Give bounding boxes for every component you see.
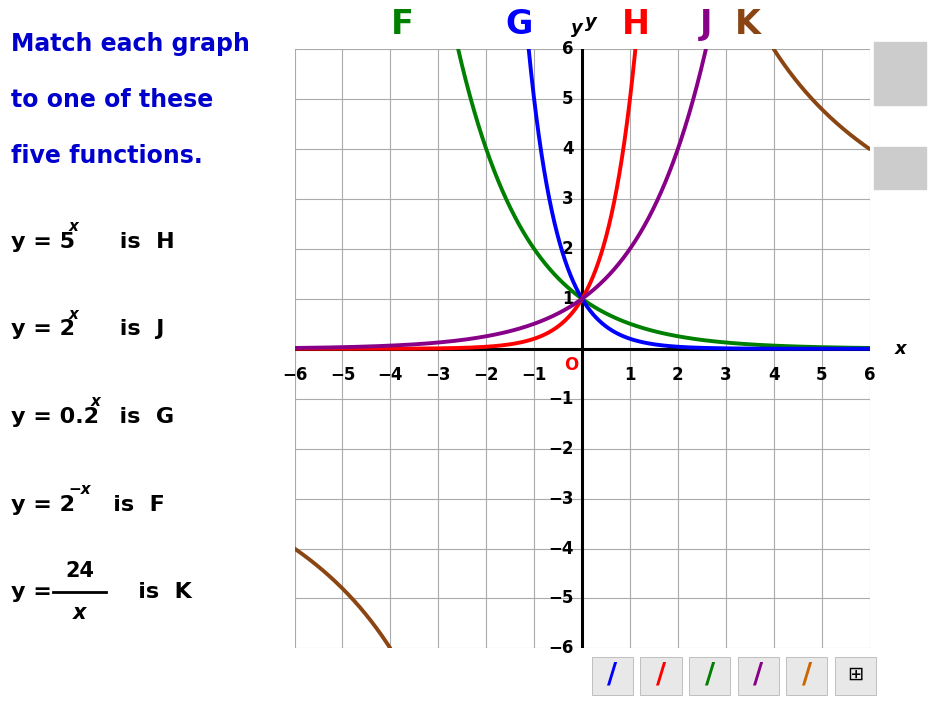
Text: 6: 6 <box>864 366 875 384</box>
Text: −5: −5 <box>330 366 355 384</box>
Text: x: x <box>68 306 79 322</box>
Text: F: F <box>391 8 413 41</box>
Text: is  G: is G <box>104 407 174 427</box>
Text: y: y <box>584 13 597 31</box>
Text: −1: −1 <box>548 390 573 408</box>
Text: −6: −6 <box>281 366 308 384</box>
Text: x: x <box>73 604 86 623</box>
Text: 6: 6 <box>562 40 573 58</box>
Text: 24: 24 <box>65 562 94 581</box>
Text: −3: −3 <box>548 489 573 508</box>
Text: 4: 4 <box>562 140 573 158</box>
Text: /: / <box>754 660 763 688</box>
Text: −2: −2 <box>473 366 499 384</box>
Text: 1: 1 <box>625 366 636 384</box>
Text: ⊞: ⊞ <box>847 665 864 684</box>
Text: −6: −6 <box>548 639 573 658</box>
Text: x: x <box>895 340 907 358</box>
Text: x: x <box>91 394 101 409</box>
Text: y = 5: y = 5 <box>11 232 75 252</box>
Text: is  J: is J <box>81 320 165 339</box>
Text: −1: −1 <box>522 366 547 384</box>
Text: J: J <box>699 8 712 41</box>
Text: y = 0.2: y = 0.2 <box>11 407 99 427</box>
Text: x: x <box>68 219 79 234</box>
Text: y = 2: y = 2 <box>11 320 75 339</box>
Text: /: / <box>656 660 666 688</box>
Text: K: K <box>735 8 761 41</box>
Text: O: O <box>565 355 579 374</box>
Text: −4: −4 <box>548 540 573 557</box>
Text: /: / <box>802 660 812 688</box>
Text: −2: −2 <box>548 440 573 458</box>
Text: −4: −4 <box>378 366 403 384</box>
Text: −x: −x <box>68 482 91 497</box>
Text: is  K: is K <box>115 583 192 602</box>
Text: to one of these: to one of these <box>11 88 213 111</box>
Text: 2: 2 <box>672 366 683 384</box>
Text: 1: 1 <box>562 290 573 308</box>
Text: y =: y = <box>11 583 60 602</box>
Text: y = 2: y = 2 <box>11 495 75 515</box>
Text: 3: 3 <box>562 190 573 208</box>
Text: 4: 4 <box>768 366 780 384</box>
Text: y: y <box>571 19 583 37</box>
Text: Match each graph: Match each graph <box>11 32 250 55</box>
Text: G: G <box>505 8 533 41</box>
Text: five functions.: five functions. <box>11 144 203 168</box>
Text: −3: −3 <box>425 366 451 384</box>
Text: 5: 5 <box>816 366 827 384</box>
Text: 2: 2 <box>562 240 573 258</box>
Text: is  H: is H <box>81 232 175 252</box>
Text: −5: −5 <box>548 590 573 608</box>
Text: /: / <box>608 660 617 688</box>
Text: 5: 5 <box>562 90 573 108</box>
Text: H: H <box>622 8 650 41</box>
Text: 3: 3 <box>720 366 731 384</box>
Text: is  F: is F <box>90 495 165 515</box>
Text: /: / <box>705 660 714 688</box>
